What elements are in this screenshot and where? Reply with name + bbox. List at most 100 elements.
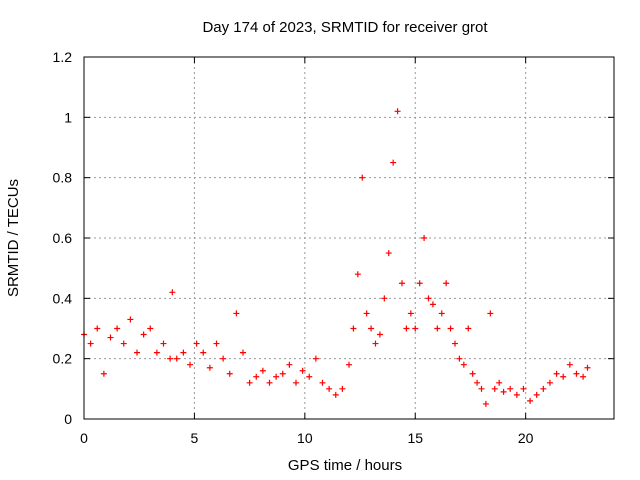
data-point	[469, 370, 476, 377]
data-point	[293, 379, 299, 386]
axis-ticks: 0 5 10 15 20 0 0.2 0.4 0.6 0.8 1 1.2	[53, 49, 614, 446]
data-point	[434, 325, 441, 332]
data-point	[173, 355, 180, 362]
data-point	[381, 295, 388, 302]
data-point	[246, 379, 253, 386]
y-tick-label: 0	[64, 411, 72, 427]
data-point	[153, 349, 160, 356]
y-tick-label: 0.2	[53, 351, 73, 367]
data-point	[573, 370, 580, 377]
x-tick-label: 20	[518, 430, 534, 446]
data-point	[233, 310, 240, 317]
data-point	[452, 340, 458, 347]
data-point	[527, 397, 534, 404]
data-point	[500, 388, 507, 395]
data-point	[312, 355, 319, 362]
data-point	[259, 367, 266, 374]
data-point	[399, 280, 405, 287]
data-point	[213, 340, 220, 347]
data-point	[193, 340, 200, 347]
data-point	[566, 361, 573, 368]
data-point	[306, 373, 313, 380]
data-point	[167, 355, 174, 362]
data-point	[240, 349, 246, 356]
data-point	[147, 325, 154, 332]
data-point	[520, 385, 527, 392]
data-point	[140, 331, 147, 338]
data-point	[513, 391, 520, 398]
data-point	[507, 385, 514, 392]
data-point	[180, 349, 187, 356]
data-point	[540, 385, 547, 392]
data-point	[187, 361, 193, 368]
data-point	[332, 391, 339, 398]
data-point	[553, 370, 560, 377]
y-tick-label: 1	[64, 109, 72, 125]
data-point	[286, 361, 293, 368]
data-point	[421, 235, 428, 241]
data-point	[120, 340, 127, 347]
data-point	[546, 379, 553, 386]
x-axis-label: GPS time / hours	[288, 457, 402, 474]
y-tick-label: 0.8	[53, 170, 73, 186]
data-point	[368, 325, 375, 332]
data-point	[160, 340, 167, 347]
data-point	[496, 379, 503, 386]
data-point	[487, 310, 494, 317]
data-point	[460, 361, 467, 368]
data-point	[359, 174, 366, 181]
data-point	[385, 250, 392, 257]
chart-title: Day 174 of 2023, SRMTID for receiver gro…	[202, 19, 488, 36]
data-point	[326, 385, 333, 392]
data-point	[478, 385, 485, 392]
data-point	[226, 370, 233, 377]
data-point	[403, 325, 410, 332]
data-point	[363, 310, 370, 317]
x-tick-label: 10	[297, 430, 313, 446]
data-point	[584, 364, 591, 371]
data-point	[533, 391, 540, 398]
data-point	[390, 159, 397, 166]
x-tick-label: 15	[407, 430, 423, 446]
data-point	[425, 295, 432, 302]
data-point	[354, 271, 361, 278]
data-point	[200, 349, 207, 356]
data-point	[100, 370, 107, 377]
data-point	[560, 373, 567, 380]
data-point	[438, 310, 445, 317]
data-point	[447, 325, 454, 332]
data-point	[273, 373, 280, 380]
data-point	[206, 364, 213, 371]
data-point	[465, 325, 472, 332]
data-point	[416, 280, 423, 287]
x-tick-label: 5	[191, 430, 199, 446]
x-tick-label: 0	[80, 430, 88, 446]
data-point	[407, 310, 414, 317]
data-point	[220, 355, 227, 362]
data-point	[94, 325, 101, 332]
y-tick-label: 1.2	[53, 49, 73, 65]
data-point	[474, 379, 481, 386]
data-point	[482, 400, 489, 407]
data-point	[279, 370, 286, 377]
data-point	[266, 379, 273, 386]
y-tick-label: 0.6	[53, 230, 73, 246]
data-point	[127, 316, 134, 323]
data-point	[350, 325, 357, 332]
data-point	[107, 334, 114, 341]
grid-lines	[84, 57, 614, 419]
data-point	[253, 373, 260, 380]
data-point	[491, 385, 498, 392]
data-point	[580, 373, 587, 380]
data-point	[456, 355, 463, 362]
y-tick-label: 0.4	[53, 290, 73, 306]
data-points	[81, 108, 591, 407]
data-point	[114, 325, 121, 332]
data-point	[319, 379, 326, 386]
data-point	[394, 108, 401, 115]
data-point	[346, 361, 352, 368]
y-axis-label: SRMTID / TECUs	[5, 179, 22, 297]
data-point	[87, 340, 94, 347]
data-point	[169, 289, 176, 296]
